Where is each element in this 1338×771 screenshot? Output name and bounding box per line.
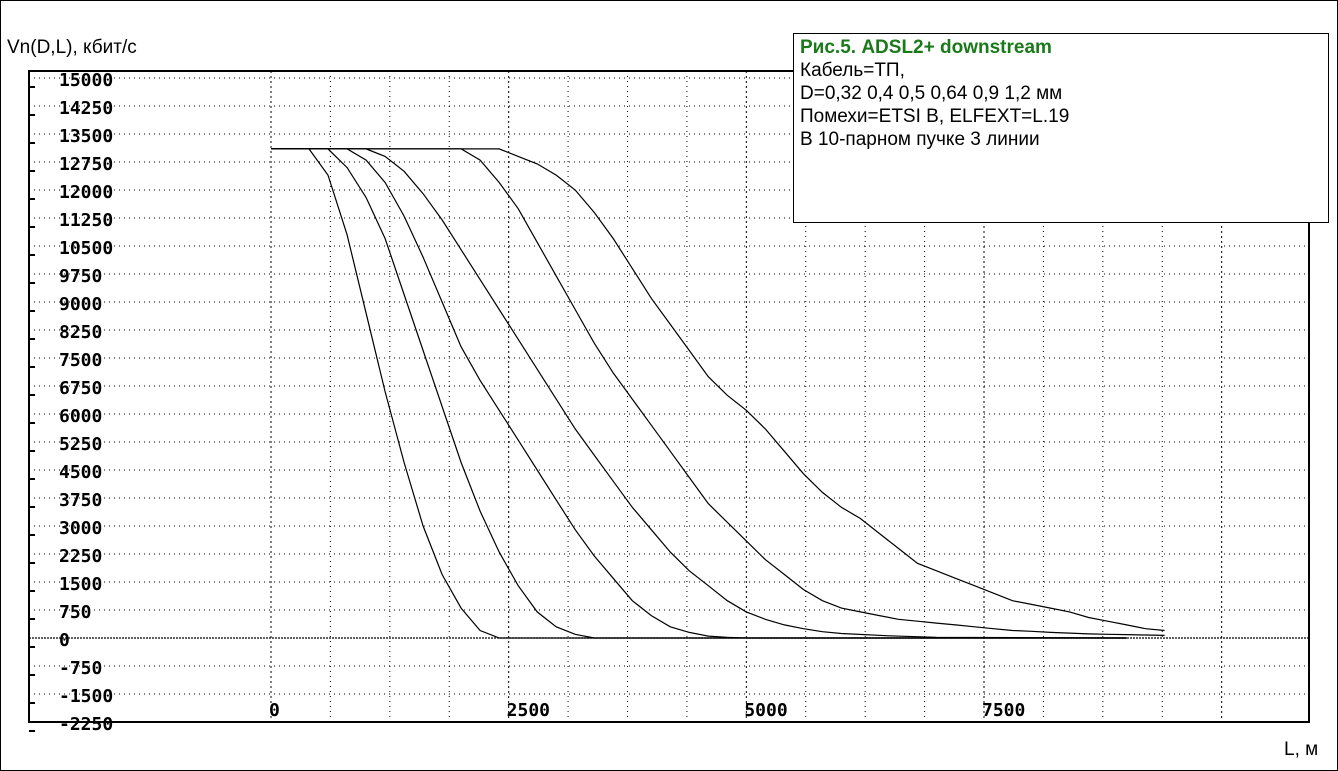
annotation-line-1: Кабель=ТП,	[800, 60, 905, 81]
y-tick-label: 0	[59, 630, 70, 651]
y-tick-label: 12750	[59, 154, 113, 175]
y-axis-label: Vn(D,L), кбит/с	[7, 37, 137, 58]
series-line-3	[271, 148, 1127, 639]
y-tick-label: -2250	[59, 714, 113, 735]
y-tick-label: 12000	[59, 182, 113, 203]
y-tick-label: 6000	[59, 406, 102, 427]
series-line-6	[271, 148, 1165, 632]
y-tick-label: 3000	[59, 518, 102, 539]
y-tick-label: 3750	[59, 490, 102, 511]
y-tick-label: 6750	[59, 378, 102, 399]
y-tick-label: 1500	[59, 574, 102, 595]
annotation-box: Рис.5. ADSL2+ downstream Кабель=ТП, D=0,…	[793, 33, 1329, 223]
y-tick-label: 5250	[59, 434, 102, 455]
data-curves	[271, 148, 1165, 639]
annotation-line-4: В 10-парном пучке 3 линии	[800, 129, 1040, 150]
y-tick-label: 13500	[59, 126, 113, 147]
x-tick-label: 0	[269, 700, 280, 721]
series-line-5	[271, 148, 1165, 636]
x-tick-label: 7500	[982, 700, 1025, 721]
series-line-1	[271, 148, 1127, 639]
y-tick-label: 15000	[59, 70, 113, 91]
y-tick-label: 11250	[59, 210, 113, 231]
series-line-2	[271, 148, 1127, 639]
annotation-line-2: D=0,32 0,4 0,5 0,64 0,9 1,2 мм	[800, 83, 1063, 104]
y-tick-label: -750	[59, 658, 102, 679]
y-tick-label: 10500	[59, 238, 113, 259]
y-tick-label: 4500	[59, 462, 102, 483]
grid	[29, 71, 1309, 732]
x-axis-label: L, м	[1284, 739, 1319, 760]
annotation-line-3: Помехи=ETSI B, ELFEXT=L.19	[800, 106, 1070, 127]
x-tick-label: 5000	[744, 700, 787, 721]
y-tick-label: 8250	[59, 322, 102, 343]
tick-labels: 1500014250135001275012000112501050097509…	[59, 70, 1025, 735]
y-tick-label: 7500	[59, 350, 102, 371]
chart-title: Рис.5. ADSL2+ downstream	[800, 37, 1052, 58]
y-tick-label: 750	[59, 602, 92, 623]
y-tick-label: -1500	[59, 686, 113, 707]
series-line-4	[271, 148, 1127, 639]
y-tick-label: 2250	[59, 546, 102, 567]
y-tick-label: 9000	[59, 294, 102, 315]
y-tick-label: 9750	[59, 266, 102, 287]
y-tick-label: 14250	[59, 98, 113, 119]
x-tick-label: 2500	[507, 700, 550, 721]
